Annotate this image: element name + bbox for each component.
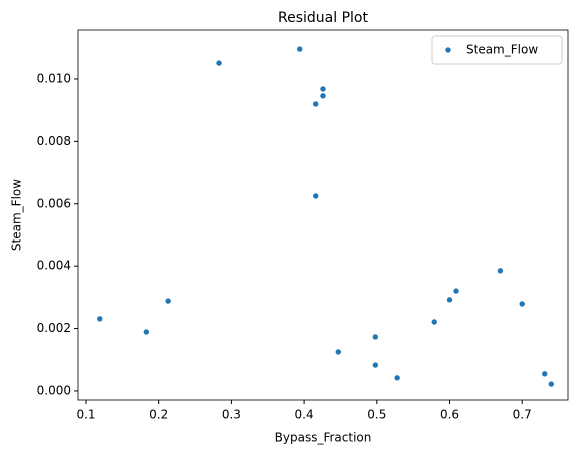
x-tick-label: 0.4 [295,408,314,422]
point [297,46,303,52]
point [320,86,326,92]
point [372,362,379,368]
y-axis-label: Steam_Flow [10,179,24,251]
point [97,316,103,322]
plot-frame [77,29,569,401]
legend-marker [445,47,451,53]
point [542,371,548,377]
point [320,93,326,99]
x-axis-label: Bypass_Fraction [275,431,372,445]
y-tick-label: 0.006 [37,196,71,210]
chart-title: Residual Plot [278,10,368,26]
point [216,60,222,66]
point [313,193,319,199]
point [165,298,171,304]
point [394,375,400,381]
x-tick-label: 0.3 [222,408,241,422]
x-tick-label: 0.1 [76,408,95,422]
point [548,381,554,387]
x-tick-label: 0.7 [513,408,532,422]
point [453,288,459,294]
y-tick-label: 0.000 [37,383,71,397]
legend-label: Steam_Flow [466,43,538,57]
x-tick-label: 0.5 [367,408,386,422]
y-tick-label: 0.010 [37,71,71,85]
point [431,319,437,325]
y-tick-label: 0.008 [37,134,71,148]
legend-box [431,35,563,65]
x-tick-label: 0.2 [149,408,168,422]
point [313,101,319,107]
y-tick-label: 0.004 [37,259,71,273]
point [335,349,341,355]
point [519,301,525,307]
point [143,329,150,335]
x-tick-label: 0.6 [440,408,459,422]
y-tick-label: 0.002 [37,321,71,335]
point [446,297,453,303]
point [497,268,504,274]
point [372,334,379,340]
